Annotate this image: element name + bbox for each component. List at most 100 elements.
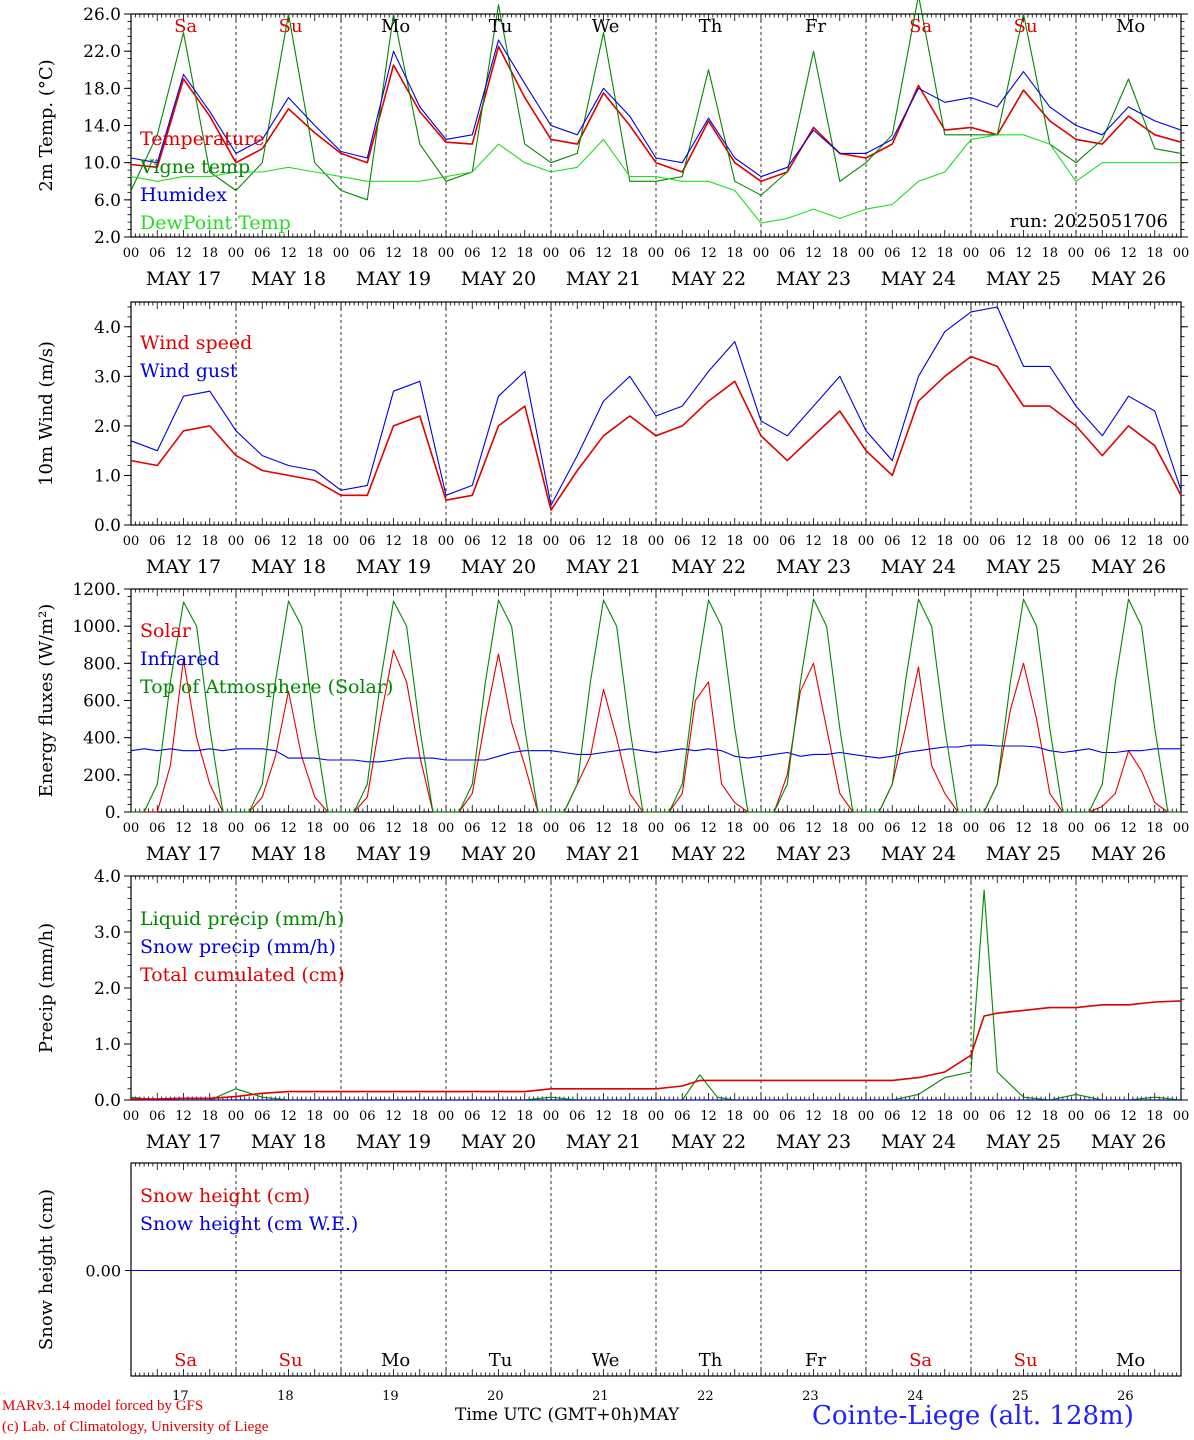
- hour-tick-label: 18: [201, 1109, 218, 1124]
- hour-tick-label: 00: [543, 534, 560, 549]
- weekday-label: Tu: [489, 1350, 513, 1371]
- hour-tick-label: 06: [359, 1109, 376, 1124]
- date-label: MAY 19: [356, 843, 431, 865]
- weekday-label: Th: [699, 16, 723, 37]
- date-label: MAY 20: [461, 843, 536, 865]
- date-label: MAY 22: [671, 556, 746, 578]
- month-label: MAY: [639, 1405, 680, 1425]
- hour-tick-label: 12: [700, 246, 717, 261]
- hour-tick-label: 06: [884, 1109, 901, 1124]
- date-label: MAY 24: [881, 268, 956, 290]
- y-tick-label: 800.: [83, 654, 121, 674]
- hour-tick-label: 00: [963, 246, 980, 261]
- hour-tick-label: 06: [359, 821, 376, 836]
- hour-tick-label: 18: [726, 821, 743, 836]
- hour-tick-label: 00: [648, 246, 665, 261]
- y-tick-label: 400.: [83, 729, 121, 749]
- hour-tick-label: 12: [1120, 821, 1137, 836]
- weekday-label: Sa: [174, 16, 197, 37]
- date-label: MAY 22: [671, 843, 746, 865]
- station-name: Cointe-Liege (alt. 128m): [812, 1401, 1134, 1431]
- model-credit: MARv3.14 model forced by GFS: [2, 1398, 204, 1414]
- hour-tick-label: 06: [569, 821, 586, 836]
- run-annotation: run: 2025051706: [1010, 211, 1168, 232]
- y-tick-label: 2.0: [94, 417, 121, 437]
- hour-tick-label: 12: [1015, 534, 1032, 549]
- hour-tick-label: 00: [1173, 246, 1190, 261]
- hour-tick-label: 00: [753, 246, 770, 261]
- date-label: MAY 17: [146, 556, 221, 578]
- date-label: MAY 19: [356, 556, 431, 578]
- hour-tick-label: 18: [201, 534, 218, 549]
- hour-tick-label: 06: [1094, 1109, 1111, 1124]
- hour-tick-label: 18: [936, 534, 953, 549]
- wind-panel: 0.0 1.0 2.0 3.0 4.0 10m Wind (m/s) Wind speed W…: [36, 301, 1189, 578]
- hour-tick-label: 12: [175, 246, 192, 261]
- hour-tick-label: 06: [989, 1109, 1006, 1124]
- hour-tick-label: 00: [333, 246, 350, 261]
- hour-tick-label: 12: [1015, 246, 1032, 261]
- hour-tick-label: 18: [1146, 246, 1163, 261]
- hour-tick-label: 12: [385, 534, 402, 549]
- x-axis-ticks: [130, 589, 1182, 812]
- weekday-label: Mo: [381, 16, 410, 37]
- y-tick-label: 1200.: [72, 580, 121, 600]
- date-label: MAY 26: [1091, 1131, 1166, 1153]
- hour-tick-label: 12: [910, 821, 927, 836]
- date-label: MAY 22: [671, 268, 746, 290]
- weekday-label: Su: [1014, 1350, 1038, 1371]
- y-minor-ticks: [127, 306, 1185, 526]
- weekday-label: Su: [1014, 16, 1038, 37]
- hour-tick-label: 18: [726, 534, 743, 549]
- hour-tick-label: 06: [989, 534, 1006, 549]
- weekday-label: Mo: [1116, 16, 1145, 37]
- hour-tick-label: 06: [149, 1109, 166, 1124]
- flux-panel: 0. 200. 400. 600. 800. 1000. 1200. Energy fluxe…: [36, 580, 1189, 865]
- hour-tick-label: 12: [805, 1109, 822, 1124]
- weekday-label: Fr: [805, 16, 826, 37]
- hour-tick-label: 06: [884, 246, 901, 261]
- hour-tick-label: 12: [490, 246, 507, 261]
- hour-tick-label: 00: [858, 534, 875, 549]
- hour-tick-label: 06: [884, 821, 901, 836]
- date-label: MAY 24: [881, 843, 956, 865]
- series-line-temperature: [130, 45, 1182, 183]
- hour-tick-label: 18: [201, 821, 218, 836]
- hour-tick-label: 06: [149, 534, 166, 549]
- legend-entry: Snow precip (mm/h): [140, 936, 336, 958]
- legend-entry: Total cumulated (cm): [140, 964, 345, 986]
- hour-tick-label: 12: [1120, 1109, 1137, 1124]
- y-tick-label: 1.0: [94, 1035, 121, 1055]
- legend-entry: Infrared: [140, 648, 220, 670]
- date-label: MAY 26: [1091, 268, 1166, 290]
- y-tick-label: 3.0: [94, 923, 121, 943]
- series-line-wind-gust: [130, 306, 1182, 506]
- hour-tick-label: 18: [306, 821, 323, 836]
- hour-tick-label: 00: [228, 534, 245, 549]
- date-label: MAY 24: [881, 1131, 956, 1153]
- y-minor-ticks: [127, 588, 1185, 813]
- date-label: MAY 23: [776, 1131, 851, 1153]
- x-axis-ticks: [130, 302, 1182, 525]
- hour-tick-label: 18: [621, 821, 638, 836]
- hour-tick-label: 00: [123, 821, 140, 836]
- hour-tick-label: 06: [569, 1109, 586, 1124]
- day-number-label: 24: [907, 1389, 924, 1404]
- date-label: MAY 21: [566, 843, 641, 865]
- date-label: MAY 25: [986, 843, 1061, 865]
- weekday-label: Sa: [174, 1350, 197, 1371]
- hour-tick-label: 00: [648, 534, 665, 549]
- snow-panel: 0.00 Snow height (cm) Snow height (cm) Snow…: [36, 1162, 1182, 1404]
- hour-tick-label: 18: [1041, 534, 1058, 549]
- legend-entry: Liquid precip (mm/h): [140, 908, 344, 930]
- y-axis-label: Energy fluxes (W/m²): [36, 604, 57, 798]
- time-axis-label: Time UTC (GMT+0h)MAY: [455, 1405, 679, 1425]
- hour-tick-label: 00: [753, 1109, 770, 1124]
- hour-tick-label: 18: [831, 534, 848, 549]
- hour-tick-label: 12: [385, 1109, 402, 1124]
- hour-tick-label: 00: [963, 821, 980, 836]
- hour-tick-label: 00: [543, 1109, 560, 1124]
- y-tick-label: 6.0: [94, 191, 121, 211]
- day-number-label: 23: [802, 1389, 819, 1404]
